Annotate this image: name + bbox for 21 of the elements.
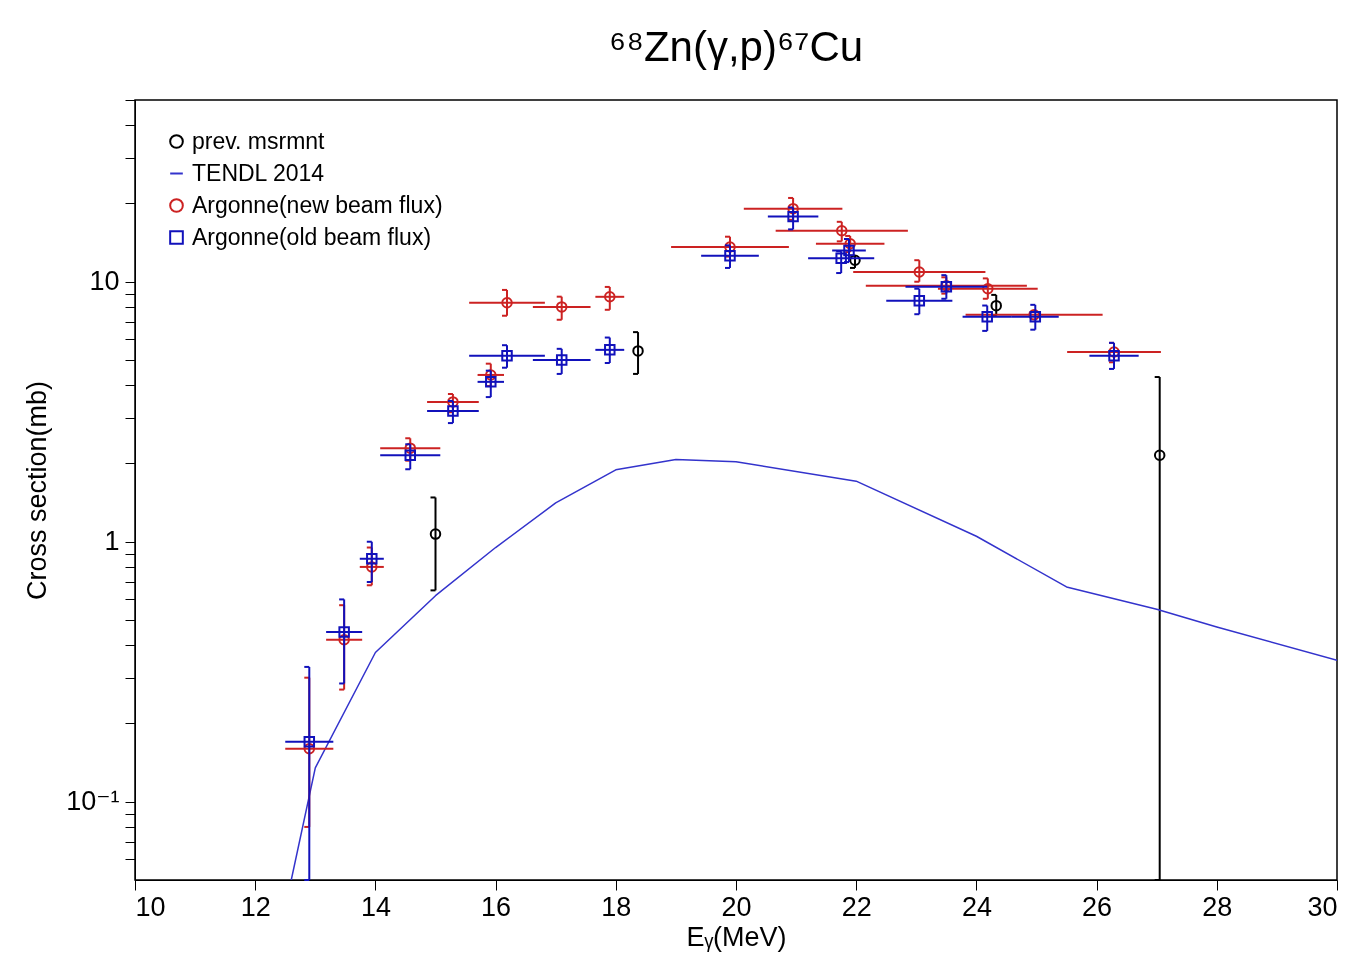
x-tick-label: 30 [1307, 891, 1338, 922]
x-tick-label: 12 [240, 891, 271, 922]
x-tick-label: 24 [961, 891, 992, 922]
x-axis-title: Eᵧ(MeV) [686, 921, 787, 952]
legend-label: prev. msrmnt [192, 127, 326, 154]
y-tick-label: 1 [104, 526, 120, 557]
x-tick-label: 20 [721, 891, 752, 922]
x-tick-label: 18 [601, 891, 632, 922]
chart-title: ⁶⁸Zn(γ,p)⁶⁷Cu [608, 22, 864, 70]
x-tick-label: 26 [1082, 891, 1113, 922]
x-tick-label: 16 [481, 891, 512, 922]
x-tick-label: 22 [841, 891, 872, 922]
y-tick-label: 10⁻¹ [66, 786, 120, 817]
legend-label: Argonne(new beam flux) [192, 191, 443, 218]
y-axis-title: Cross section(mb) [22, 380, 53, 601]
x-tick-label: 28 [1202, 891, 1233, 922]
legend-label: TENDL 2014 [192, 159, 325, 186]
x-tick-label: 10 [135, 891, 166, 922]
x-tick-label: 14 [360, 891, 391, 922]
legend-label: Argonne(old beam flux) [192, 223, 432, 250]
y-tick-label: 10 [89, 266, 120, 297]
